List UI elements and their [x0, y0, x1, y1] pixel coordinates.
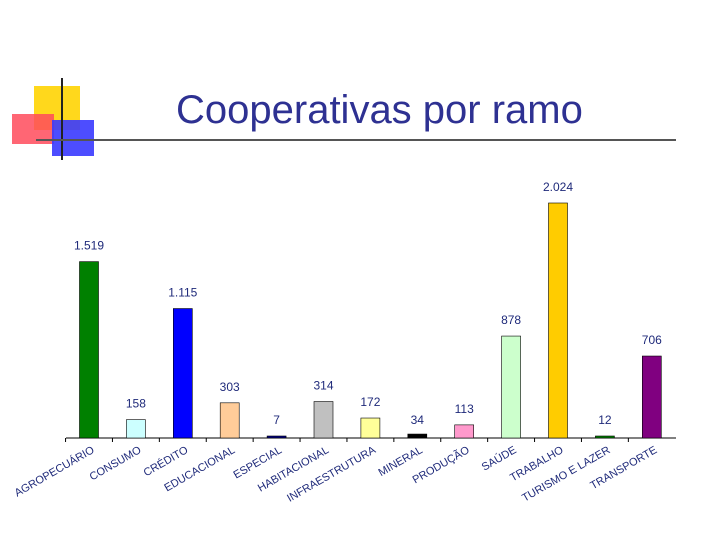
data-label: 34 [411, 413, 425, 427]
bar [595, 435, 615, 439]
bar [360, 417, 381, 439]
category-label: TURISMO E LAZER [520, 444, 612, 504]
deco-horizontal-line [36, 139, 676, 141]
category-label: AGROPECUÁRIO [12, 443, 97, 499]
bar [126, 419, 146, 439]
data-label: 113 [455, 402, 474, 416]
data-label: 303 [220, 380, 240, 394]
data-label: 878 [501, 313, 521, 327]
bar [173, 308, 193, 439]
bar [548, 202, 568, 439]
category-label: SAÚDE [479, 443, 518, 473]
bar [501, 335, 521, 439]
data-label: 314 [313, 379, 333, 393]
bar [219, 402, 240, 439]
bar [454, 424, 475, 439]
bar [407, 433, 428, 439]
data-label: 1.519 [74, 239, 104, 253]
bar [79, 261, 99, 439]
bar [641, 355, 662, 439]
slide-title: Cooperativas por ramo [176, 88, 583, 132]
data-label: 12 [598, 413, 612, 427]
data-label: 172 [360, 395, 380, 409]
category-label: CONSUMO [88, 444, 144, 483]
bar [313, 401, 334, 439]
bar [266, 435, 287, 439]
data-label: 158 [126, 397, 146, 411]
data-label: 7 [273, 413, 280, 427]
data-label: 706 [642, 333, 662, 347]
deco-blue-square [52, 120, 94, 156]
data-label: 2.024 [543, 180, 573, 194]
category-label: INFRAESTRUTURA [285, 444, 378, 505]
deco-vertical-line [61, 78, 63, 160]
data-label: 1.115 [168, 286, 197, 300]
